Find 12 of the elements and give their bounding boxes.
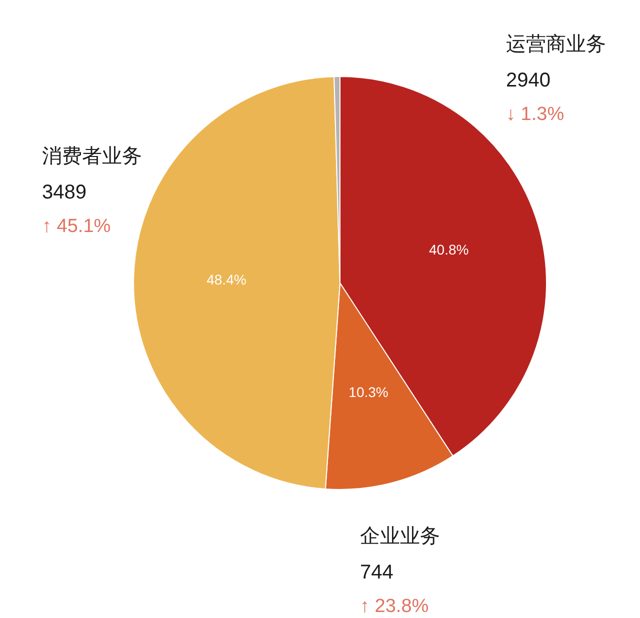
text: ↑ 23.8% [360, 596, 429, 618]
data-label: 744 [360, 562, 394, 584]
data-label: 3489 [42, 182, 86, 204]
text: 48.4% [206, 271, 246, 288]
text: ↓ 1.3% [506, 104, 564, 126]
text: 10.3% [348, 384, 388, 400]
slice-label: 企业业务 [360, 526, 440, 548]
text: ↑ 45.1% [42, 216, 111, 238]
text: 40.8% [429, 241, 469, 258]
data-label: 2940 [506, 70, 550, 92]
slice-label: 运营商业务 [506, 34, 606, 56]
slice-label: 消费者业务 [42, 146, 142, 168]
